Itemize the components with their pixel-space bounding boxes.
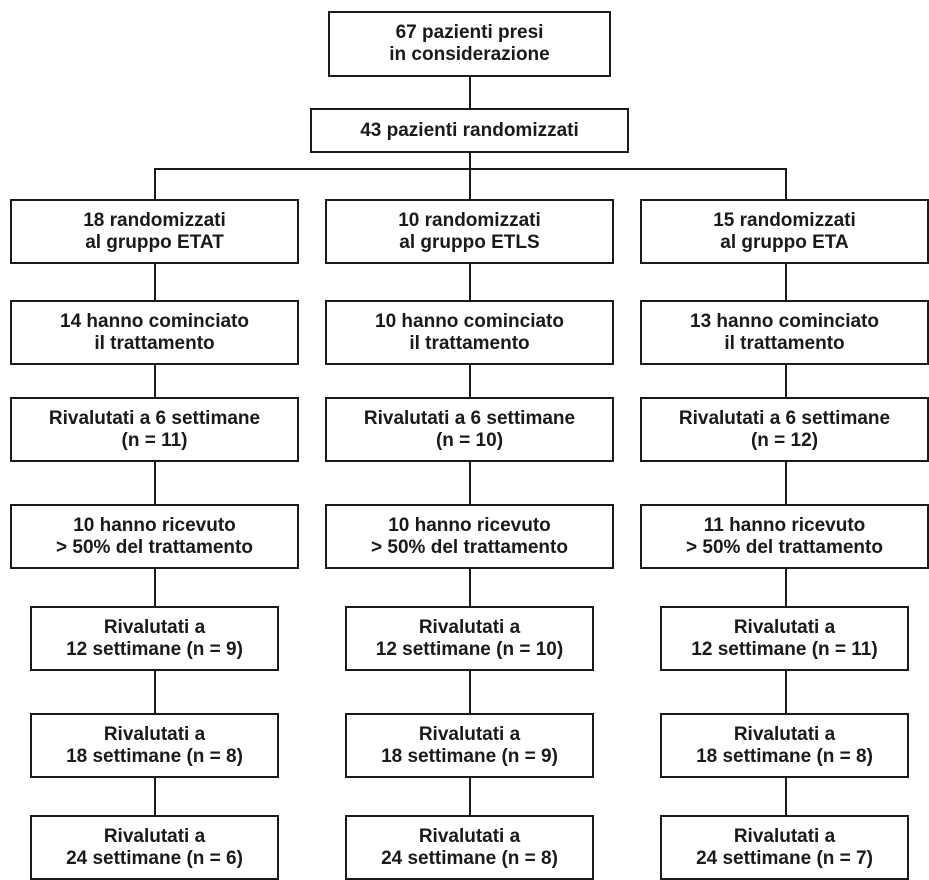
connector: [154, 778, 156, 815]
eta-week6-box: Rivalutati a 6 settimane (n = 12): [640, 397, 929, 462]
box-line: 15 randomizzati: [713, 209, 856, 231]
box-line: Rivalutati a: [733, 825, 836, 847]
box-line: 10 hanno ricevuto: [388, 514, 551, 536]
etls-received-box: 10 hanno ricevuto > 50% del trattamento: [325, 504, 614, 569]
box-line: 12 settimane (n = 9): [66, 638, 243, 660]
eta-week24-box: Rivalutati a 24 settimane (n = 7): [660, 815, 909, 880]
etat-week18-box: Rivalutati a 18 settimane (n = 8): [30, 713, 279, 778]
etat-week6-box: Rivalutati a 6 settimane (n = 11): [10, 397, 299, 462]
box-line: 18 randomizzati: [83, 209, 226, 231]
eta-started-box: 13 hanno cominciato il trattamento: [640, 300, 929, 365]
box-line: > 50% del trattamento: [56, 536, 253, 558]
box-line: in considerazione: [389, 44, 550, 65]
connector: [154, 569, 156, 606]
box-line: 67 pazienti presi: [395, 22, 544, 43]
box-line: 18 settimane (n = 8): [696, 745, 873, 767]
eta-received-box: 11 hanno ricevuto > 50% del trattamento: [640, 504, 929, 569]
patients-considered-box: 67 pazienti presi in considerazione: [328, 11, 611, 77]
box-line: 10 hanno ricevuto: [73, 514, 236, 536]
box-line: Rivalutati a: [418, 825, 521, 847]
connector: [785, 569, 787, 606]
connector: [785, 264, 787, 300]
connector: [469, 168, 471, 199]
box-line: 24 settimane (n = 7): [696, 847, 873, 869]
box-line: 10 randomizzati: [398, 209, 541, 231]
etat-received-box: 10 hanno ricevuto > 50% del trattamento: [10, 504, 299, 569]
box-line: 14 hanno cominciato: [60, 310, 249, 332]
etat-started-box: 14 hanno cominciato il trattamento: [10, 300, 299, 365]
connector: [154, 168, 156, 199]
box-line: 12 settimane (n = 11): [691, 638, 878, 660]
box-line: 18 settimane (n = 8): [66, 745, 243, 767]
box-line: 43 pazienti randomizzati: [360, 119, 579, 141]
connector: [469, 77, 471, 108]
box-line: al gruppo ETA: [720, 231, 849, 253]
box-line: Rivalutati a: [733, 616, 836, 638]
box-line: 13 hanno cominciato: [690, 310, 879, 332]
connector: [469, 462, 471, 504]
connector: [154, 365, 156, 397]
connector: [469, 671, 471, 713]
etls-week12-box: Rivalutati a 12 settimane (n = 10): [345, 606, 594, 671]
box-line: 24 settimane (n = 6): [66, 847, 243, 869]
connector: [785, 462, 787, 504]
connector: [154, 264, 156, 300]
box-line: > 50% del trattamento: [686, 536, 883, 558]
box-line: Rivalutati a 6 settimane: [48, 407, 261, 429]
connector: [469, 264, 471, 300]
connector: [154, 462, 156, 504]
box-line: Rivalutati a: [103, 825, 206, 847]
connector: [154, 671, 156, 713]
box-line: Rivalutati a 6 settimane: [363, 407, 576, 429]
connector: [785, 778, 787, 815]
etat-week24-box: Rivalutati a 24 settimane (n = 6): [30, 815, 279, 880]
eta-week12-box: Rivalutati a 12 settimane (n = 11): [660, 606, 909, 671]
box-line: al gruppo ETAT: [85, 231, 224, 253]
box-line: 11 hanno ricevuto: [703, 514, 866, 536]
box-line: 18 settimane (n = 9): [381, 745, 558, 767]
box-line: (n = 11): [121, 429, 188, 451]
box-line: 24 settimane (n = 8): [381, 847, 558, 869]
etls-week24-box: Rivalutati a 24 settimane (n = 8): [345, 815, 594, 880]
group-eta-box: 15 randomizzati al gruppo ETA: [640, 199, 929, 264]
connector: [785, 168, 787, 199]
etls-started-box: 10 hanno cominciato il trattamento: [325, 300, 614, 365]
connector: [469, 778, 471, 815]
box-line: 12 settimane (n = 10): [375, 638, 564, 660]
etls-week6-box: Rivalutati a 6 settimane (n = 10): [325, 397, 614, 462]
box-line: Rivalutati a: [103, 723, 206, 745]
box-line: Rivalutati a 6 settimane: [678, 407, 891, 429]
box-line: > 50% del trattamento: [371, 536, 568, 558]
connector: [469, 153, 471, 169]
eta-week18-box: Rivalutati a 18 settimane (n = 8): [660, 713, 909, 778]
box-line: Rivalutati a: [418, 723, 521, 745]
box-line: 10 hanno cominciato: [375, 310, 564, 332]
etls-week18-box: Rivalutati a 18 settimane (n = 9): [345, 713, 594, 778]
connector: [469, 365, 471, 397]
box-line: al gruppo ETLS: [399, 231, 540, 253]
box-line: il trattamento: [724, 332, 845, 354]
group-etls-box: 10 randomizzati al gruppo ETLS: [325, 199, 614, 264]
box-line: il trattamento: [94, 332, 215, 354]
connector: [469, 569, 471, 606]
box-line: Rivalutati a: [733, 723, 836, 745]
box-line: (n = 10): [435, 429, 504, 451]
etat-week12-box: Rivalutati a 12 settimane (n = 9): [30, 606, 279, 671]
connector: [785, 365, 787, 397]
box-line: Rivalutati a: [418, 616, 521, 638]
patients-randomized-box: 43 pazienti randomizzati: [310, 108, 629, 153]
box-line: il trattamento: [409, 332, 530, 354]
connector: [785, 671, 787, 713]
box-line: Rivalutati a: [103, 616, 206, 638]
group-etat-box: 18 randomizzati al gruppo ETAT: [10, 199, 299, 264]
box-line: (n = 12): [750, 429, 819, 451]
